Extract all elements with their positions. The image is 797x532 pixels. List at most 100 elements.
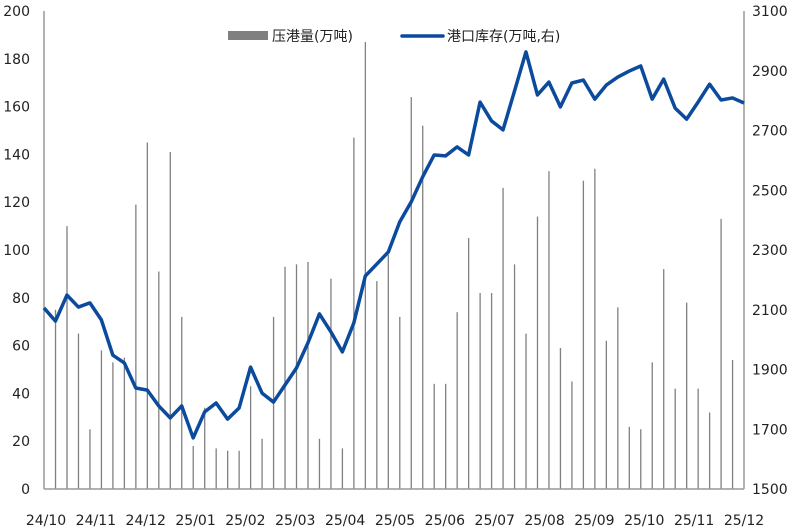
bar (686, 302, 688, 489)
bar (181, 316, 183, 489)
x-tick-label: 25/02 (225, 513, 265, 529)
right-tick-label: 2100 (752, 303, 788, 319)
bar (536, 216, 539, 490)
legend: 压港量(万吨) 港口库存(万吨,右) (228, 29, 560, 45)
bar (399, 316, 401, 489)
bar (66, 226, 68, 489)
x-tick-label: 25/01 (175, 513, 215, 529)
bar (215, 448, 217, 489)
bar (513, 264, 516, 489)
bar (284, 266, 286, 489)
x-tick-label: 25/12 (724, 513, 764, 529)
x-tick-label: 24/12 (126, 513, 166, 529)
bar (330, 278, 332, 489)
bar (307, 261, 309, 489)
bar (456, 312, 458, 489)
left-tick-label: 140 (3, 147, 30, 163)
right-tick-label: 1700 (752, 422, 788, 438)
bar (663, 269, 665, 489)
bar (433, 383, 435, 489)
bar (502, 187, 504, 490)
left-tick-label: 0 (21, 482, 30, 498)
inventory-line (42, 50, 745, 440)
left-tick-label: 200 (3, 4, 30, 20)
x-tick-label: 25/04 (325, 513, 365, 529)
right-tick-label: 2700 (752, 124, 788, 140)
bar (376, 281, 378, 489)
bar (364, 42, 367, 489)
legend-label-line: 港口库存(万吨,右) (447, 29, 560, 45)
bar (651, 362, 653, 489)
left-tick-label: 80 (12, 291, 30, 307)
bar (410, 97, 412, 489)
bar (559, 347, 562, 489)
bar (158, 271, 160, 489)
x-tick-label: 25/07 (475, 513, 515, 529)
x-tick-label: 25/09 (574, 513, 614, 529)
bar (731, 359, 734, 489)
x-tick-label: 25/11 (674, 513, 714, 529)
bar (594, 168, 596, 490)
right-tick-label: 1900 (752, 363, 788, 379)
left-tick-label: 160 (3, 100, 30, 116)
right-tick-label: 2500 (752, 183, 788, 199)
bar (525, 333, 527, 489)
bar (490, 293, 493, 489)
bar (720, 218, 722, 489)
bar-series (54, 42, 734, 490)
bar (204, 407, 206, 489)
legend-label-bar: 压港量(万吨) (272, 29, 353, 45)
bar (353, 137, 355, 490)
bar (249, 386, 252, 489)
bar (708, 412, 711, 489)
x-tick-label: 25/06 (425, 513, 465, 529)
left-tick-label: 20 (12, 434, 30, 450)
bar (169, 152, 171, 489)
bar (697, 388, 699, 489)
left-tick-label: 180 (3, 52, 30, 68)
left-tick-label: 100 (3, 243, 30, 259)
right-tick-label: 3100 (752, 4, 788, 20)
bar (89, 429, 91, 489)
bar (582, 180, 585, 489)
bar (628, 426, 630, 489)
bar (548, 171, 550, 489)
x-tick-label: 25/03 (275, 513, 315, 529)
left-tick-label: 40 (12, 386, 30, 402)
bar (261, 438, 263, 489)
bar (77, 333, 80, 489)
left-tick-label: 60 (12, 339, 30, 355)
bar (112, 362, 114, 489)
bar (571, 381, 573, 489)
bar (640, 429, 642, 489)
bar (605, 340, 607, 489)
bar (422, 125, 424, 489)
bar (617, 307, 619, 489)
bar (674, 388, 676, 489)
line-series (42, 50, 745, 440)
right-tick-label: 2300 (752, 243, 788, 259)
bar (227, 450, 229, 489)
bar (467, 238, 470, 489)
left-tick-label: 120 (3, 195, 30, 211)
bar (295, 264, 298, 489)
bar (54, 309, 57, 489)
bar (479, 293, 481, 489)
x-tick-label: 24/11 (76, 513, 116, 529)
bar (100, 350, 103, 489)
x-tick-label: 25/08 (524, 513, 564, 529)
x-tick-label: 24/10 (26, 513, 66, 529)
bar (341, 448, 344, 489)
x-tick-label: 25/10 (624, 513, 664, 529)
axes: 0 20 40 60 80 100 120 140 160 180 200 1500 1700 1900 2… (3, 4, 787, 529)
bar (135, 204, 137, 489)
bar (387, 254, 389, 489)
right-tick-label: 1500 (752, 482, 788, 498)
bar (445, 383, 447, 489)
bar (238, 450, 240, 489)
bar (146, 142, 148, 489)
legend-swatch-bar (228, 31, 268, 40)
x-tick-label: 25/05 (375, 513, 415, 529)
